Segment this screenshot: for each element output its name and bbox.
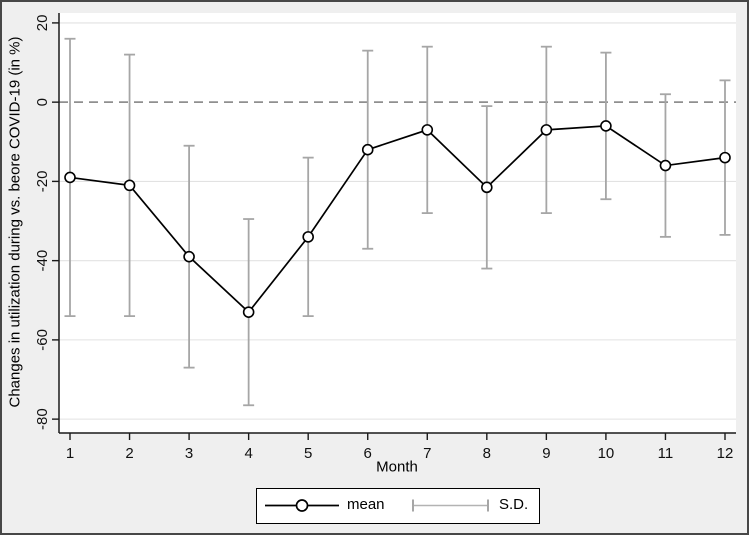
legend-mean-symbol — [265, 499, 339, 512]
x-tick-label: 7 — [423, 445, 431, 462]
plot-area — [59, 13, 736, 433]
legend: mean S.D. — [256, 488, 540, 524]
y-tick-label: -40 — [34, 250, 51, 272]
mean-line — [69, 125, 726, 314]
legend-label-mean: mean — [347, 496, 385, 513]
x-tick-label: 11 — [658, 445, 674, 462]
x-tick-label: 2 — [125, 445, 133, 462]
data-point-month-12 — [719, 151, 731, 164]
data-point-month-4 — [242, 306, 255, 318]
x-tick-label: 10 — [598, 445, 615, 462]
legend-sd-symbol — [412, 499, 489, 512]
data-point-month-5 — [302, 231, 314, 243]
y-axis-title: Changes in utilization during vs. beore … — [6, 36, 24, 408]
data-point-month-6 — [361, 143, 374, 156]
x-tick-label: 9 — [542, 445, 550, 462]
x-tick-label: 3 — [185, 445, 193, 462]
y-tick-label: 0 — [34, 98, 51, 106]
data-point-month-9 — [540, 124, 553, 136]
x-tick-label: 5 — [304, 445, 312, 462]
legend-circle-marker-icon — [295, 499, 309, 512]
data-point-month-11 — [659, 159, 672, 172]
y-tick-label: -60 — [34, 329, 51, 351]
x-tick-label: 12 — [717, 445, 734, 462]
data-point-month-1 — [64, 171, 76, 184]
data-point-month-3 — [183, 250, 195, 263]
legend-label-sd: S.D. — [499, 496, 529, 513]
x-axis-title: Month — [376, 458, 418, 476]
y-tick-label: -80 — [34, 408, 51, 430]
x-tick-label: 4 — [244, 445, 252, 462]
data-point-month-10 — [600, 120, 612, 132]
y-tick-label: -20 — [34, 171, 51, 193]
x-tick-label: 1 — [66, 445, 74, 462]
data-point-month-2 — [123, 179, 136, 192]
y-tick-label: 20 — [34, 15, 51, 32]
data-point-month-8 — [481, 181, 493, 194]
x-tick-label: 8 — [483, 445, 491, 462]
data-point-month-7 — [421, 124, 434, 136]
x-tick-label: 6 — [364, 445, 372, 462]
